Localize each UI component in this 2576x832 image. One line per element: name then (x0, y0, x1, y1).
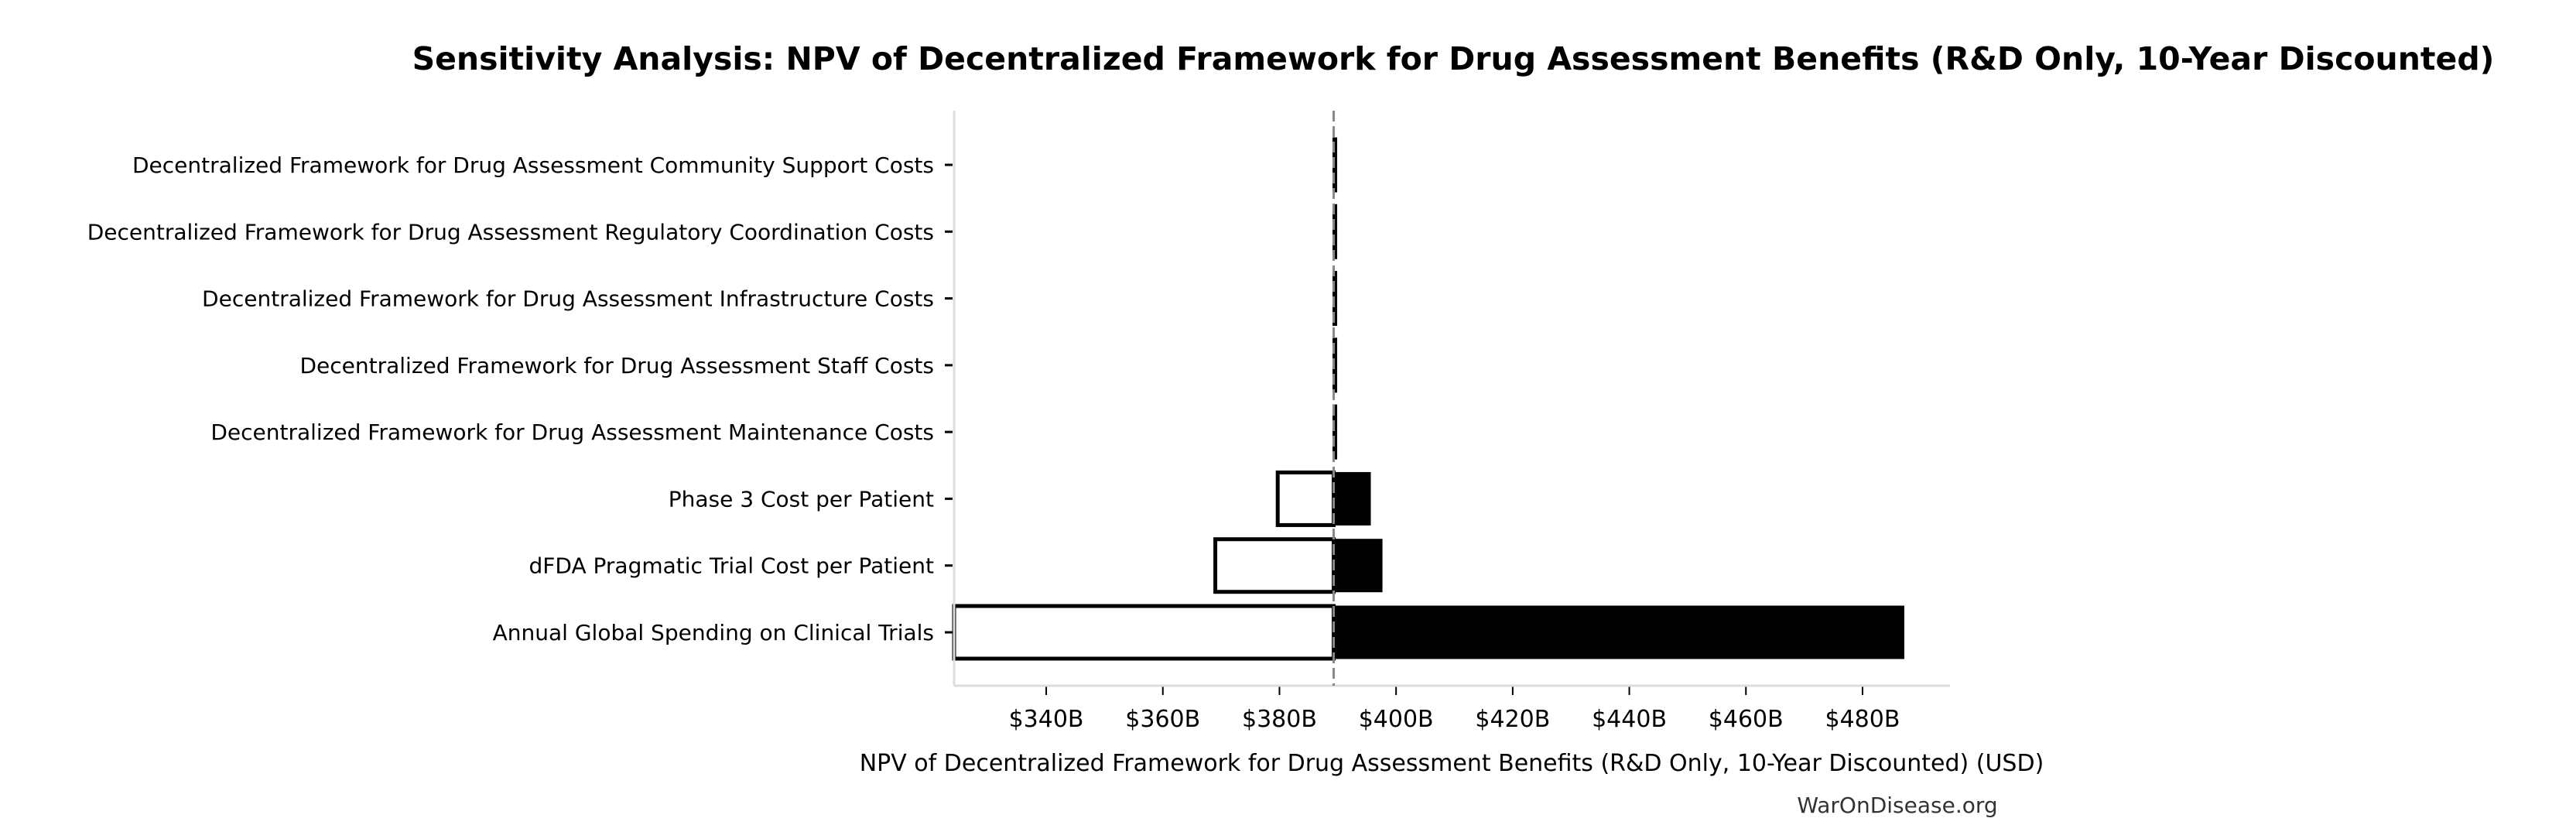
y-tick-label: Phase 3 Cost per Patient (669, 486, 934, 512)
high-bar (1333, 539, 1383, 593)
watermark: WarOnDisease.org (1797, 793, 1997, 818)
chart-title: Sensitivity Analysis: NPV of Decentraliz… (412, 40, 2495, 77)
x-tick-label: $340B (1009, 706, 1084, 733)
x-tick-label: $480B (1825, 706, 1900, 733)
y-tick-label: Decentralized Framework for Drug Assessm… (132, 152, 934, 178)
x-tick-label: $440B (1592, 706, 1667, 733)
bars-group (952, 137, 1904, 661)
x-tick-label: $420B (1475, 706, 1550, 733)
low-bar (952, 604, 1336, 661)
x-axis: $340B $360B $380B $400B $420B $440B $460B $480B (1009, 686, 1900, 733)
y-tick-label: dFDA Pragmatic Trial Cost per Patient (529, 553, 935, 579)
high-bar (1333, 605, 1904, 659)
low-bar (1213, 537, 1336, 594)
high-bar (1333, 471, 1371, 526)
x-tick-label: $460B (1709, 706, 1784, 733)
y-tick-label: Annual Global Spending on Clinical Trial… (493, 620, 934, 645)
y-tick-label: Decentralized Framework for Drug Assessm… (210, 419, 934, 445)
x-tick-label: $360B (1125, 706, 1200, 733)
low-bar (1275, 470, 1336, 527)
y-axis: Decentralized Framework for Drug Assessm… (87, 152, 953, 645)
y-tick-label: Decentralized Framework for Drug Assessm… (87, 219, 934, 245)
x-tick-label: $400B (1359, 706, 1434, 733)
y-tick-label: Decentralized Framework for Drug Assessm… (202, 286, 934, 312)
x-axis-label: NPV of Decentralized Framework for Drug … (860, 750, 2044, 777)
x-tick-label: $380B (1242, 706, 1317, 733)
y-tick-label: Decentralized Framework for Drug Assessm… (299, 353, 934, 378)
